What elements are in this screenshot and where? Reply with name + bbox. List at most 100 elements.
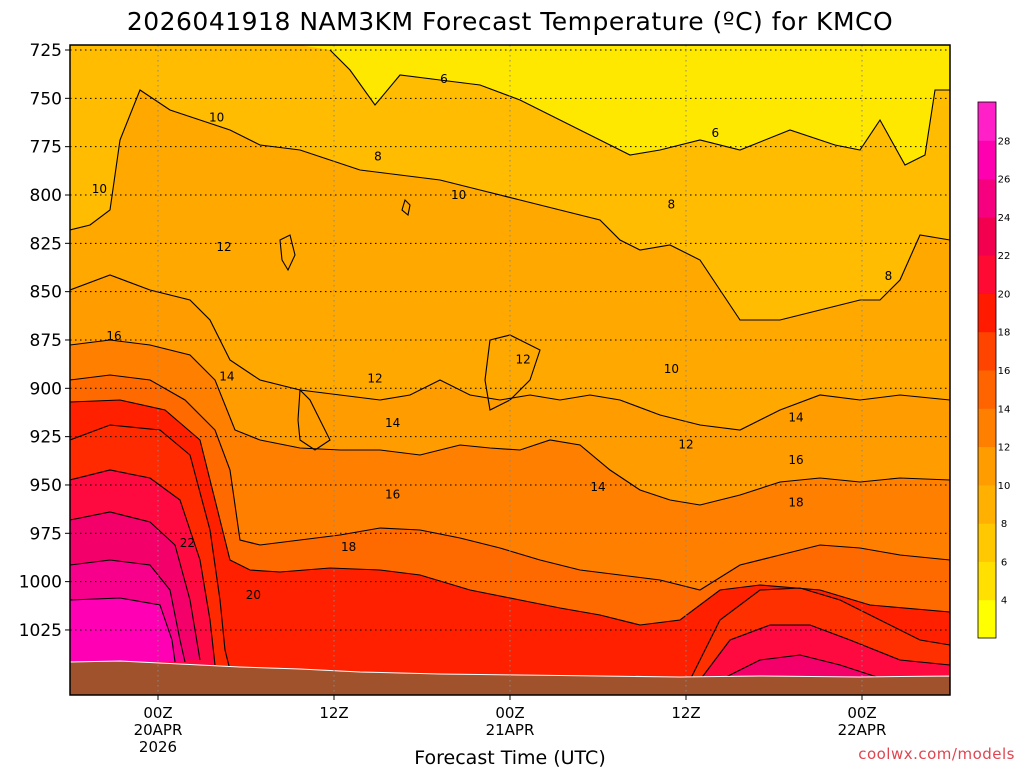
y-tick-label: 750 (30, 89, 62, 109)
colorbar-swatch (978, 102, 996, 141)
colorbar-swatch (978, 408, 996, 448)
contour-line (699, 624, 950, 681)
contour-line (297, 388, 331, 451)
x-tick-label: 00Z (847, 704, 876, 722)
colorbar-label: 24 (998, 213, 1011, 224)
contour-line (70, 374, 950, 591)
colorbar-swatch (978, 599, 996, 639)
chart-title: 2026041918 NAM3KM Forecast Temperature (… (127, 7, 893, 36)
y-tick-label: 900 (30, 379, 62, 399)
colorbar-swatch (978, 370, 996, 409)
x-tick-label: 22APR (838, 721, 887, 739)
colorbar-label: 6 (1001, 557, 1007, 568)
y-tick-label: 850 (30, 283, 62, 303)
contour-label: 6 (440, 72, 448, 86)
contour-label: 12 (516, 352, 531, 366)
y-tick-label: 800 (30, 186, 62, 206)
colorbar-label: 22 (998, 251, 1011, 262)
contour-line (70, 399, 950, 626)
y-tick-label: 775 (30, 138, 62, 158)
colorbar-label: 26 (998, 175, 1011, 186)
contour-label: 10 (92, 182, 107, 196)
contour-line (70, 339, 950, 506)
credit-link[interactable]: coolwx.com/models (858, 745, 1015, 763)
ground-surface (70, 660, 950, 695)
x-tick-label: 21APR (486, 721, 535, 739)
contour-label: 14 (219, 370, 234, 384)
band-warm-26 (70, 598, 175, 662)
contour-line (484, 334, 541, 411)
colorbar-swatch (978, 255, 996, 294)
contour-label: 8 (885, 269, 893, 283)
y-tick-label: 925 (30, 428, 62, 448)
contour-line (279, 234, 296, 272)
contour-line (70, 274, 950, 431)
y-tick-label: 975 (30, 524, 62, 544)
contour-label: 10 (209, 111, 224, 125)
colorbar-frame (977, 101, 997, 639)
contour-label: 10 (451, 188, 466, 202)
colorbar-label: 10 (998, 481, 1011, 492)
x-tick-label: 00Z (495, 704, 524, 722)
colorbar-swatch (978, 484, 996, 524)
x-tick-label: 20APR (134, 721, 183, 739)
x-tick-label: 2026 (139, 738, 177, 756)
contour-line (70, 469, 216, 666)
colorbar-swatch (978, 216, 996, 256)
contour-label: 16 (788, 453, 803, 467)
colorbar-label: 18 (998, 328, 1011, 339)
contour-label: 16 (106, 329, 121, 343)
contour-line (70, 89, 950, 321)
contour-label: 22 (180, 536, 195, 550)
contour-label: 8 (668, 198, 676, 212)
colorbar-label: 4 (1001, 596, 1007, 607)
contour-line (719, 654, 881, 681)
contour-line (329, 49, 950, 166)
contour-line (689, 587, 950, 681)
contour-labels: 6 6 8 8 8 10 10 10 10 12 12 12 12 14 14 14 14 16 16 16 18 18 2… (92, 72, 893, 602)
x-axis-label: Forecast Time (UTC) (414, 747, 605, 768)
colorbar-label: 28 (998, 136, 1011, 147)
contour-line (401, 198, 411, 217)
contour-label: 14 (590, 480, 605, 494)
band-below-6 (300, 45, 950, 165)
y-tick-label: 725 (30, 41, 62, 61)
contour-line (70, 597, 176, 663)
x-tick-label: 12Z (319, 704, 348, 722)
temperature-contour-lines (70, 49, 950, 681)
grid-lines (70, 45, 950, 695)
band-warm-right-22 (720, 655, 880, 680)
contour-label: 20 (246, 588, 261, 602)
colorbar-swatch (978, 331, 996, 371)
contour-label: 14 (385, 416, 400, 430)
colorbar-swatch (978, 561, 996, 601)
contour-label: 10 (664, 362, 679, 376)
colorbar-label: 8 (1001, 519, 1007, 530)
colorbar-swatch (978, 178, 996, 218)
colorbar-swatch (978, 446, 996, 486)
x-tick-label: 00Z (143, 704, 172, 722)
colorbar-swatch (978, 293, 996, 333)
contour-label: 14 (788, 410, 803, 424)
y-tick-label: 875 (30, 331, 62, 351)
contour-line (70, 559, 186, 663)
colorbar-swatch (978, 523, 996, 562)
colorbar-label: 14 (998, 404, 1011, 415)
y-tick-label: 950 (30, 476, 62, 496)
colorbar-label: 16 (998, 366, 1011, 377)
colorbar-label: 20 (998, 289, 1011, 300)
y-tick-label: 1000 (19, 573, 62, 593)
contour-label: 16 (385, 488, 400, 502)
temperature-fill-bands (70, 45, 950, 695)
colorbar-label: 12 (998, 443, 1011, 454)
contour-label: 8 (374, 149, 382, 163)
x-tick-label: 12Z (671, 704, 700, 722)
colorbar-swatch (978, 140, 996, 180)
contour-line (70, 511, 201, 661)
contour-label: 12 (216, 240, 231, 254)
contour-line (70, 424, 231, 671)
contour-label: 18 (341, 540, 356, 554)
y-axis-pressure-ticks: 725 750 775 800 825 850 875 900 925 950 975 1000 102… (19, 41, 70, 641)
